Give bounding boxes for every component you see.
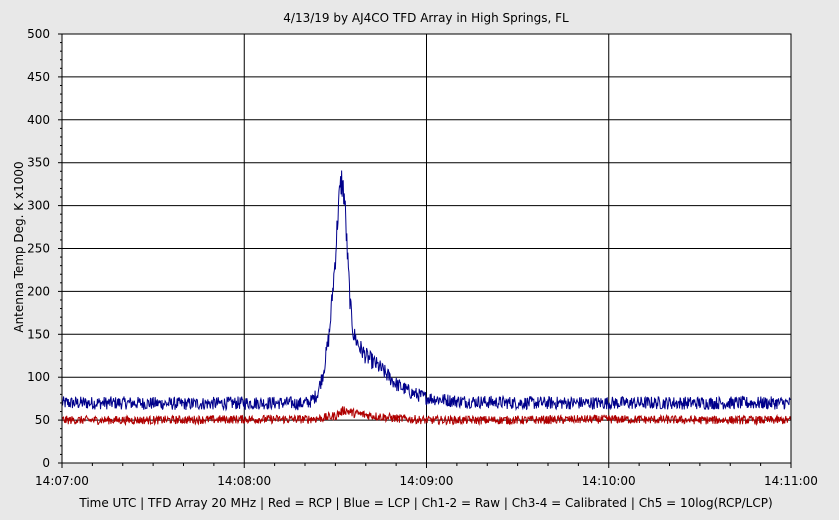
y-tick-label: 400 [27, 113, 50, 127]
y-tick-label: 500 [27, 27, 50, 41]
series-layer [61, 170, 792, 427]
x-tick-label: 14:11:00 [764, 474, 818, 488]
y-tick-label: 200 [27, 284, 50, 298]
x-tick-label: 14:08:00 [217, 474, 271, 488]
tick-labels: 0 50 100 150 200 250 300 350 400 450 500 14:07:00 14… [27, 27, 818, 488]
grid [62, 34, 791, 463]
y-tick-label: 0 [42, 456, 50, 470]
y-tick-label: 450 [27, 70, 50, 84]
y-tick-label: 250 [27, 242, 50, 256]
x-axis-footer: Time UTC | TFD Array 20 MHz | Red = RCP … [78, 496, 772, 510]
y-tick-label: 350 [27, 156, 50, 170]
y-tick-label: 150 [27, 327, 50, 341]
x-tick-label: 14:09:00 [400, 474, 454, 488]
y-tick-label: 50 [35, 413, 50, 427]
x-tick-label: 14:10:00 [582, 474, 636, 488]
series-line-rcp [61, 406, 792, 427]
tick-marks [58, 33, 792, 468]
x-tick-label: 14:07:00 [35, 474, 89, 488]
series-line-lcp [61, 170, 792, 412]
y-tick-label: 100 [27, 370, 50, 384]
y-tick-label: 300 [27, 199, 50, 213]
chart-title: 4/13/19 by AJ4CO TFD Array in High Sprin… [283, 11, 569, 25]
y-axis-label: Antenna Temp Deg. K x1000 [12, 161, 26, 332]
